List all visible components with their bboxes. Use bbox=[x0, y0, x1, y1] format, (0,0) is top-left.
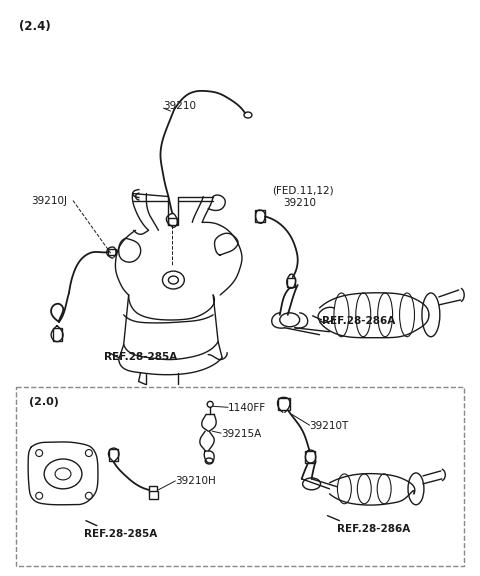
Ellipse shape bbox=[378, 293, 393, 337]
Ellipse shape bbox=[205, 458, 213, 464]
Ellipse shape bbox=[337, 474, 351, 504]
Bar bbox=[278, 399, 290, 410]
Text: 39215A: 39215A bbox=[221, 429, 261, 439]
Ellipse shape bbox=[44, 459, 82, 489]
Bar bbox=[148, 491, 158, 499]
Text: 39210: 39210 bbox=[164, 101, 196, 111]
Ellipse shape bbox=[244, 112, 252, 118]
Ellipse shape bbox=[36, 449, 43, 457]
Ellipse shape bbox=[422, 293, 440, 337]
Ellipse shape bbox=[36, 492, 43, 499]
Bar bbox=[53, 328, 62, 340]
Bar bbox=[16, 388, 464, 566]
Bar bbox=[148, 486, 157, 493]
Ellipse shape bbox=[356, 293, 371, 337]
Ellipse shape bbox=[55, 468, 71, 480]
Text: (FED.11,12): (FED.11,12) bbox=[272, 185, 334, 196]
Text: (2.0): (2.0) bbox=[29, 397, 59, 407]
Text: 39210: 39210 bbox=[283, 198, 316, 207]
Ellipse shape bbox=[168, 276, 179, 284]
Text: (2.4): (2.4) bbox=[19, 20, 51, 33]
Text: REF.28-285A: REF.28-285A bbox=[104, 351, 177, 362]
Text: 1140FF: 1140FF bbox=[228, 403, 266, 414]
Ellipse shape bbox=[162, 271, 184, 289]
Text: REF.28-286A: REF.28-286A bbox=[322, 316, 395, 326]
Bar bbox=[287, 278, 295, 287]
Ellipse shape bbox=[357, 474, 371, 504]
Text: REF.28-285A: REF.28-285A bbox=[84, 529, 157, 539]
Ellipse shape bbox=[377, 474, 391, 504]
Ellipse shape bbox=[85, 449, 92, 457]
Ellipse shape bbox=[408, 473, 424, 505]
Ellipse shape bbox=[318, 307, 337, 323]
Text: 39210H: 39210H bbox=[175, 476, 216, 486]
Ellipse shape bbox=[399, 293, 415, 337]
Bar bbox=[108, 249, 116, 255]
Bar bbox=[255, 210, 265, 222]
Bar bbox=[109, 449, 118, 461]
Ellipse shape bbox=[334, 293, 349, 337]
Ellipse shape bbox=[280, 313, 300, 327]
Text: REF.28-286A: REF.28-286A bbox=[337, 524, 411, 533]
Bar bbox=[305, 451, 314, 463]
Bar bbox=[168, 218, 178, 225]
Text: 39210T: 39210T bbox=[310, 421, 349, 431]
Ellipse shape bbox=[207, 401, 213, 407]
Text: 39210J: 39210J bbox=[31, 195, 67, 206]
Ellipse shape bbox=[85, 492, 92, 499]
Ellipse shape bbox=[302, 478, 321, 490]
